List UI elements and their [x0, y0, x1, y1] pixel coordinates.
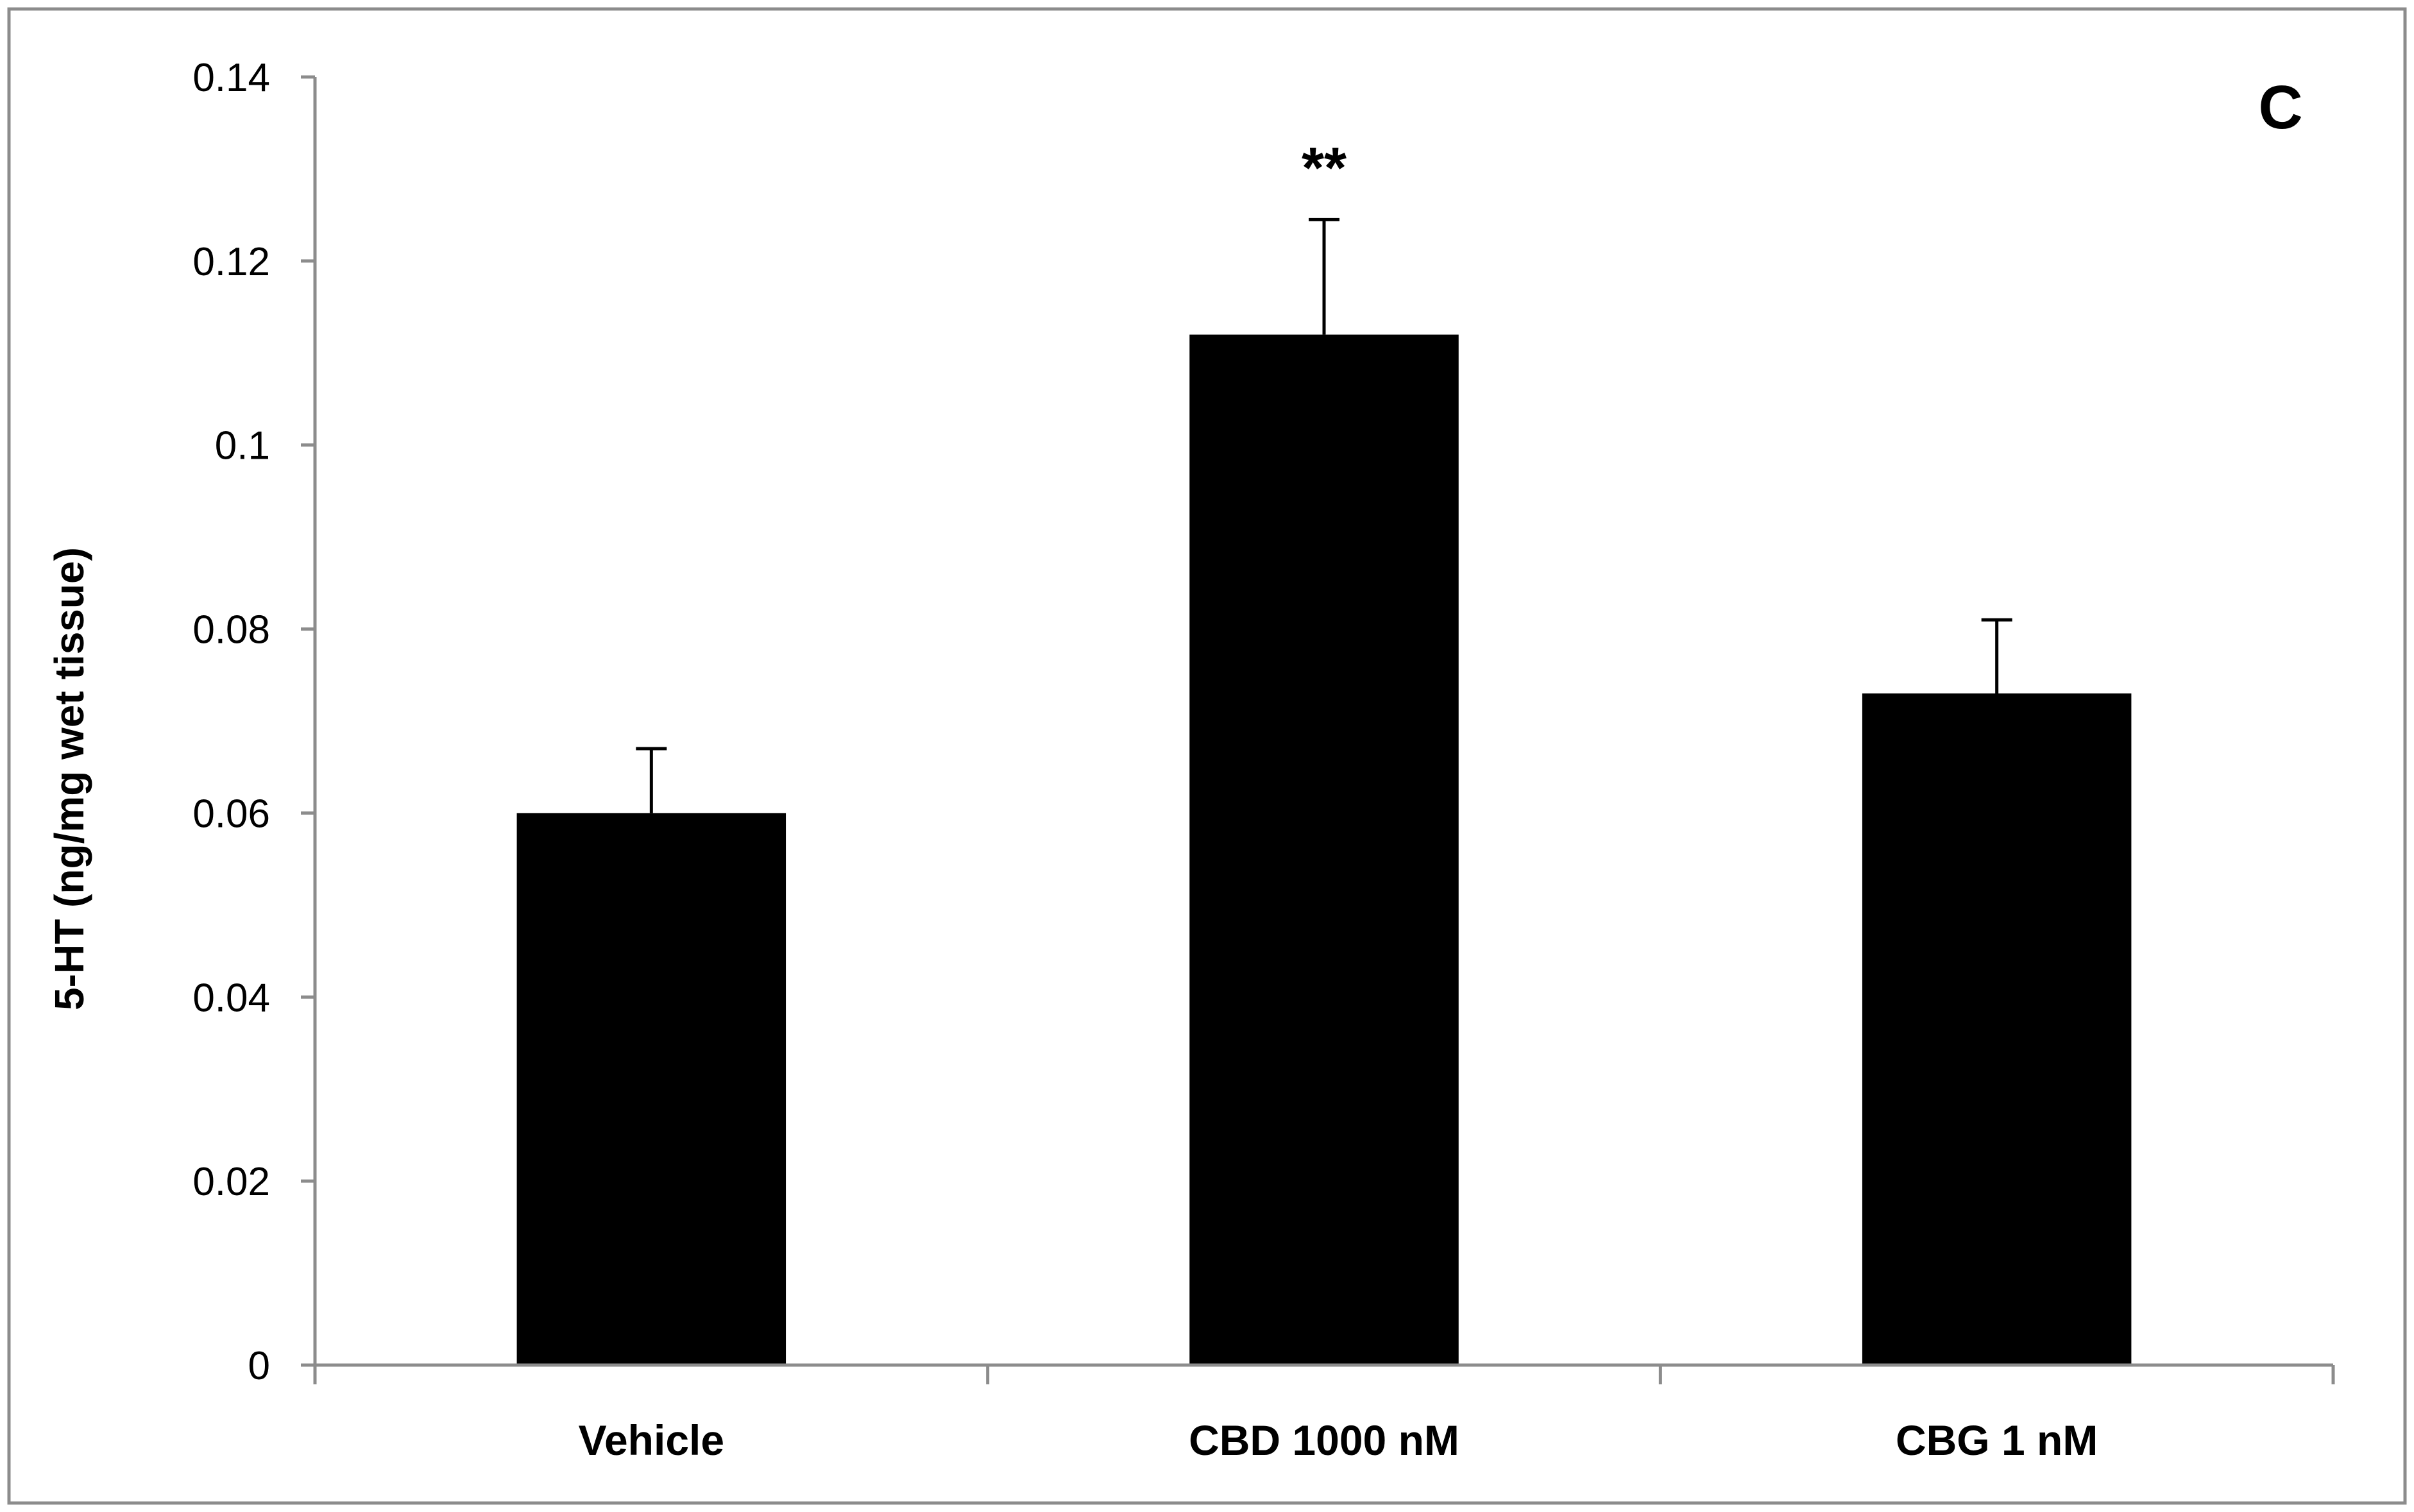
bar [516, 813, 786, 1365]
y-axis-label: 5-HT (ng/mg wet tissue) [46, 547, 92, 1010]
y-tick-label: 0 [248, 1344, 270, 1388]
bar [1189, 334, 1459, 1365]
x-tick-label: CBD 1000 nM [1189, 1416, 1459, 1464]
y-tick-label: 0.1 [215, 424, 270, 468]
y-tick-label: 0.08 [192, 608, 270, 652]
y-tick-label: 0.12 [192, 240, 270, 284]
x-tick-label: Vehicle [579, 1416, 725, 1464]
bars-group [516, 334, 2132, 1365]
y-tick-label: 0.14 [192, 56, 270, 100]
annotations-group: ** [1302, 136, 1347, 200]
error-bars-group [636, 217, 2012, 813]
panel-label: C [2258, 73, 2302, 142]
x-tick-label: CBG 1 nM [1896, 1416, 2098, 1464]
y-tick-label: 0.02 [192, 1160, 270, 1204]
y-tick-label: 0.06 [192, 792, 270, 836]
y-tick-label: 0.04 [192, 976, 270, 1020]
significance-marker: ** [1302, 136, 1347, 200]
x-axis-ticks: Vehicle CBD 1000 nM CBG 1 nM [313, 1365, 2335, 1464]
bar [1862, 693, 2132, 1365]
y-axis-ticks: 0 0.02 0.04 0.06 0.08 0.1 0.12 0.14 [192, 56, 315, 1388]
